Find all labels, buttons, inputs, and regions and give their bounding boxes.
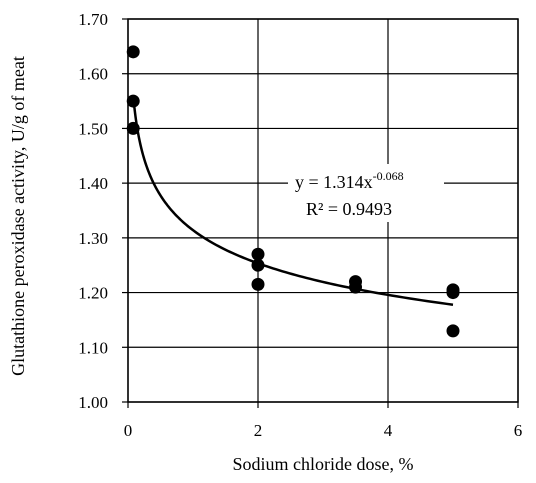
y-tick-label: 1.10 [78, 338, 108, 357]
y-tick-label: 1.50 [78, 119, 108, 138]
equation-exponent: -0.068 [373, 169, 404, 183]
data-point [446, 286, 460, 300]
equation-background [288, 164, 444, 222]
data-point [251, 277, 265, 291]
data-point [126, 121, 140, 135]
equation-base: y = 1.314x [295, 172, 373, 192]
x-tick-label: 2 [254, 421, 263, 440]
trendline [131, 95, 454, 306]
plot-area-border [127, 18, 519, 403]
y-tick-label: 1.70 [78, 10, 108, 29]
data-point [126, 94, 140, 108]
y-axis-label: Glutathione peroxidase activity, U/g of … [8, 56, 28, 376]
y-tick-label: 1.40 [78, 174, 108, 193]
data-point [126, 45, 140, 59]
y-tick-label: 1.00 [78, 393, 108, 412]
y-tick-label: 1.30 [78, 229, 108, 248]
data-point [251, 247, 265, 261]
data-point [349, 280, 362, 294]
data-point [446, 324, 460, 338]
y-tick-label: 1.20 [78, 284, 108, 303]
x-tick-label: 4 [384, 421, 393, 440]
x-tick-label: 0 [124, 421, 133, 440]
data-point [251, 258, 265, 272]
y-tick-label: 1.60 [78, 65, 108, 84]
x-axis-ticks: 0 2 4 6 [124, 402, 523, 440]
r-squared: R² = 0.9493 [306, 199, 392, 219]
x-axis-label: Sodium chloride dose, % [233, 454, 414, 474]
y-axis-ticks: 1.00 1.10 1.20 1.30 1.40 1.50 1.60 1.70 [78, 10, 128, 412]
trendline-equation: y = 1.314x-0.068 [295, 169, 404, 192]
x-tick-label: 6 [514, 421, 523, 440]
data-points [126, 45, 460, 338]
